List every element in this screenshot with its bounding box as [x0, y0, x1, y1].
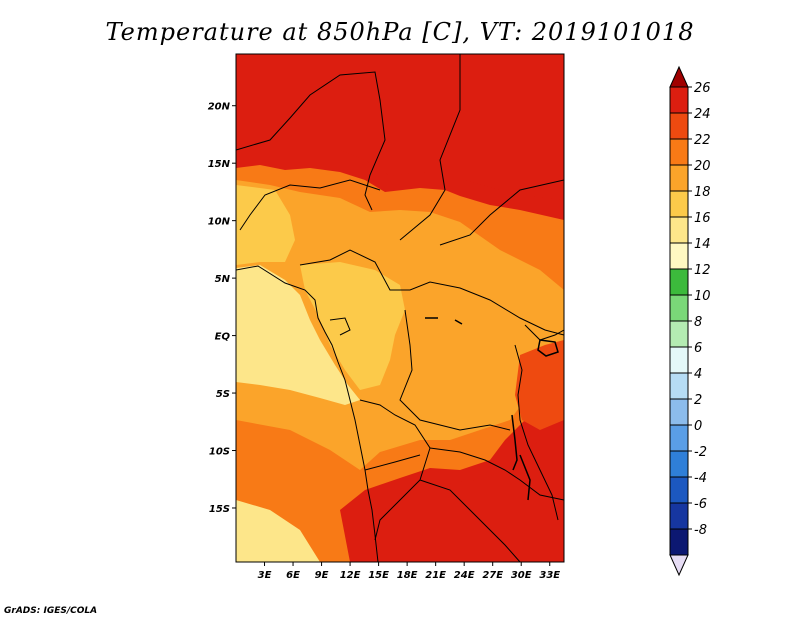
- colorbar-label: -6: [694, 497, 707, 512]
- colorbar-top-triangle: [669, 65, 689, 88]
- colorbar-label: 6: [694, 341, 702, 356]
- colorbar-label: 2: [694, 393, 702, 408]
- lat-tick-label: 10S: [209, 447, 230, 458]
- colorbar-swatch: [669, 346, 689, 374]
- colorbar-swatch: [669, 502, 689, 530]
- lon-tick-label: 9E: [315, 570, 329, 581]
- region-north-hottest: [250, 54, 564, 200]
- colorbar-swatch: [669, 398, 689, 426]
- credit-label: GrADS: IGES/COLA: [4, 606, 97, 616]
- lon-tick-label: 30E: [511, 570, 532, 581]
- colorbar-swatch: [669, 138, 689, 166]
- lon-tick-label: 15E: [368, 570, 389, 581]
- lat-tick-label: 15N: [208, 159, 231, 170]
- lon-tick-label: 3E: [258, 570, 272, 581]
- lakes: [425, 317, 559, 501]
- colorbar-swatch: [669, 476, 689, 504]
- colorbar-label: -4: [694, 471, 707, 486]
- colorbar-swatch: [669, 320, 689, 348]
- lon-tick-label: 18E: [397, 570, 418, 581]
- region-southwest: [236, 500, 320, 562]
- temperature-field: [236, 54, 564, 562]
- latitude-axis: 20N 15N 10N 5N EQ 5S 10S 15S: [208, 102, 236, 515]
- lat-tick-label: 20N: [208, 102, 231, 113]
- colorbar-label: 4: [694, 367, 702, 382]
- colorbar-swatch: [669, 86, 689, 114]
- colorbar-swatch: [669, 294, 689, 322]
- colorbar-label: -8: [694, 523, 707, 538]
- lat-tick-label: 10N: [208, 217, 231, 228]
- region-east-warm: [515, 340, 564, 430]
- colorbar-label: 0: [694, 419, 702, 434]
- region-congo: [300, 262, 405, 390]
- colorbar-label: 22: [694, 133, 711, 148]
- lon-tick-label: 21E: [425, 570, 446, 581]
- longitude-axis: 3E 6E 9E 12E 15E 18E 21E 24E 27E 30E 33E: [258, 562, 560, 581]
- colorbar-label: 20: [694, 159, 711, 174]
- colorbar-swatch: [669, 528, 689, 556]
- lon-tick-label: 33E: [539, 570, 560, 581]
- lat-tick-label: 15S: [209, 504, 230, 515]
- lon-tick-label: 12E: [340, 570, 361, 581]
- colorbar-label: 26: [694, 81, 711, 96]
- country-borders: [236, 54, 564, 562]
- lon-tick-label: 24E: [454, 570, 475, 581]
- lat-tick-label: 5S: [216, 389, 230, 400]
- colorbar-label: 8: [694, 315, 702, 330]
- map-title: Temperature at 850hPa [C], VT: 201910101…: [106, 18, 695, 46]
- map-frame: [235, 53, 565, 563]
- colorbar-swatch: [669, 112, 689, 140]
- colorbar-swatch: [669, 242, 689, 270]
- region-south-hottest: [370, 438, 564, 562]
- colorbar-label: 24: [694, 107, 711, 122]
- colorbar-swatch: [669, 268, 689, 296]
- colorbar-label: 12: [694, 263, 711, 278]
- map-plot-area: 20N 15N 10N 5N EQ 5S 10S 15S 3E 6E 9E 12E 15E 18E 21E…: [208, 53, 565, 581]
- colorbar-label: 16: [694, 211, 711, 226]
- colorbar-label: -2: [694, 445, 707, 460]
- region-west-ridge: [236, 185, 295, 265]
- lon-tick-label: 27E: [482, 570, 503, 581]
- colorbar-label: 10: [694, 289, 711, 304]
- colorbar-swatch: [669, 450, 689, 478]
- colorbar-label: 18: [694, 185, 711, 200]
- region-coast-cool: [236, 265, 360, 405]
- colorbar-swatch: [669, 372, 689, 400]
- lat-tick-label: EQ: [215, 332, 231, 343]
- colorbar-label: 14: [694, 237, 711, 252]
- colorbar-swatch: [669, 164, 689, 192]
- colorbar-swatch: [669, 424, 689, 452]
- colorbar-swatch: [669, 216, 689, 244]
- colorbar-swatch: [669, 190, 689, 218]
- lat-tick-label: 5N: [215, 274, 231, 285]
- lon-tick-label: 6E: [286, 570, 300, 581]
- colorbar-bottom-triangle: [669, 554, 689, 577]
